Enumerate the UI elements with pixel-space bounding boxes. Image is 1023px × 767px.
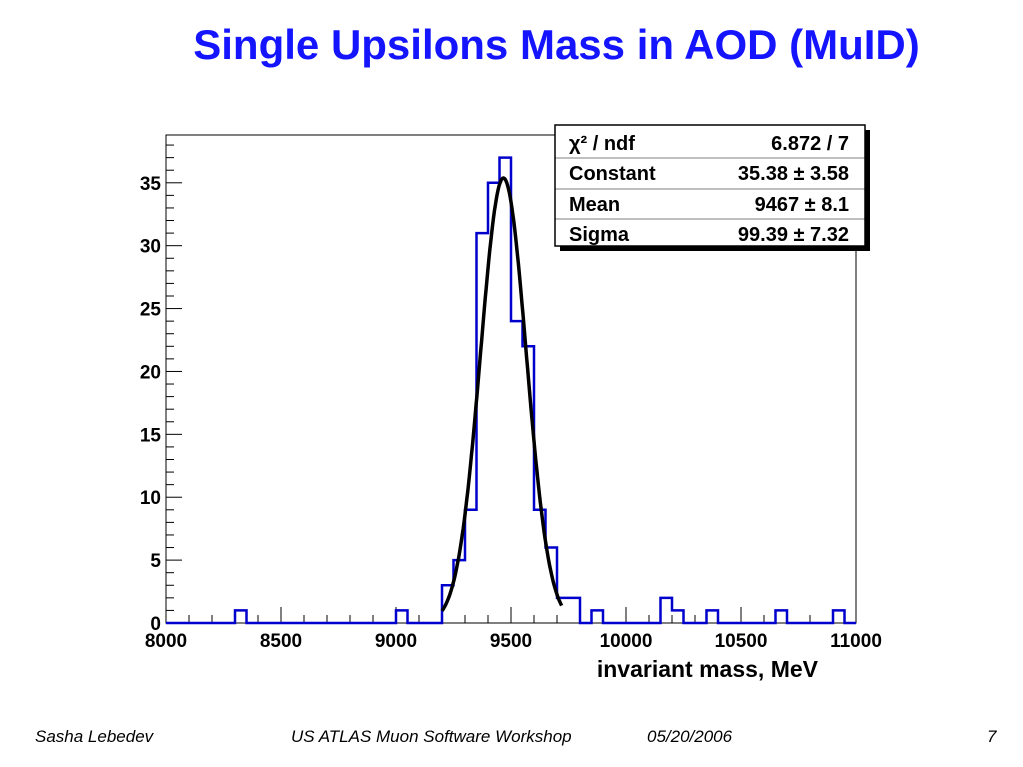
stats-value: 6.872 / 7: [771, 133, 849, 155]
y-tick-label: 35: [140, 174, 162, 195]
y-tick-label: 20: [140, 362, 161, 383]
y-tick-label: 10: [140, 488, 161, 509]
histogram-bin: [833, 610, 845, 623]
histogram-bin: [396, 610, 408, 623]
gaussian-fit-curve: [440, 176, 564, 612]
y-tick-label: 0: [150, 614, 161, 635]
stats-label: Sigma: [569, 224, 630, 246]
x-tick-label: 11000: [830, 631, 882, 652]
footer-date: 05/20/2006: [647, 727, 733, 746]
histogram-bin: [235, 610, 247, 623]
x-axis-title: invariant mass, MeV: [597, 656, 819, 682]
slide-title: Single Upsilons Mass in AOD (MuID): [193, 21, 920, 68]
stats-value: 99.39 ± 7.32: [738, 224, 849, 246]
stats-box: χ² / ndf 6.872 / 7 Constant 35.38 ± 3.58 Mea…: [554, 124, 870, 251]
x-tick-label: 10000: [600, 631, 653, 652]
stats-label: Constant: [569, 163, 656, 185]
x-tick-label: 9000: [375, 631, 417, 652]
tick-labels: 0 5 10 15 20 25 30 35 8000 8500 9000 9500 10000 10500…: [140, 174, 882, 652]
y-tick-label: 15: [140, 425, 162, 446]
x-tick-label: 10500: [715, 631, 768, 652]
stats-box-frame: [554, 124, 866, 247]
histogram-bin: [776, 610, 788, 623]
footer-event: US ATLAS Muon Software Workshop: [291, 727, 572, 746]
histogram-outline: [166, 156, 856, 625]
stats-value: 35.38 ± 3.58: [738, 163, 849, 185]
stats-label: χ² / ndf: [569, 133, 635, 155]
histogram-bin: [707, 610, 719, 623]
x-tick-label: 9500: [490, 631, 532, 652]
footer-author: Sasha Lebedev: [35, 727, 154, 746]
x-tick-label: 8000: [145, 631, 187, 652]
footer-page: 7: [987, 727, 997, 746]
histogram-bin: [592, 610, 604, 623]
stats-label: Mean: [569, 194, 620, 216]
histogram-bins: [166, 156, 856, 625]
stats-value: 9467 ± 8.1: [755, 194, 849, 216]
histogram-bin: [500, 158, 512, 623]
histogram-bin: [569, 598, 581, 623]
y-tick-label: 30: [140, 237, 161, 258]
histogram-bin: [661, 598, 673, 623]
histogram-bin: [511, 321, 523, 623]
histogram-bin: [672, 610, 684, 623]
y-tick-label: 5: [150, 551, 161, 572]
x-tick-label: 8500: [260, 631, 302, 652]
histogram-bin: [465, 510, 477, 623]
y-tick-label: 25: [140, 300, 162, 321]
